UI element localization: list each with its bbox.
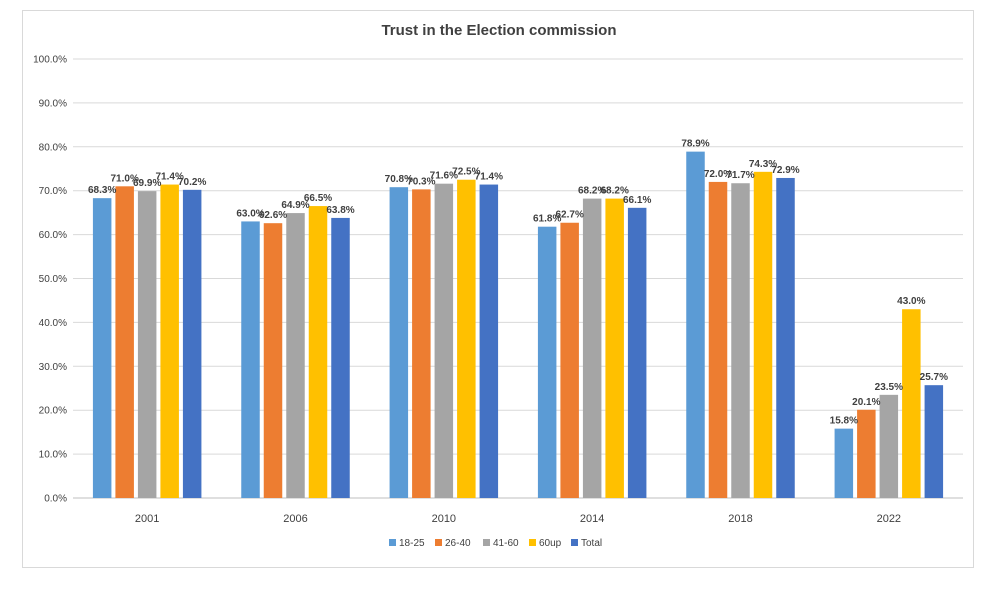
bar-2010-26-40 — [412, 189, 431, 498]
gridlines — [73, 58, 963, 499]
chart-svg: Trust in the Election commission 0.0% 10.… — [33, 22, 963, 549]
data-label: 62.7% — [555, 210, 583, 221]
data-label: 71.6% — [430, 171, 458, 182]
chart-title: Trust in the Election commission — [381, 22, 616, 39]
data-label: 66.5% — [304, 193, 332, 204]
y-tick-label: 10.0% — [39, 450, 67, 461]
bar-2001-18-25 — [92, 198, 112, 498]
x-tick-label: 2001 — [135, 513, 159, 525]
bar-2006-60up — [308, 206, 328, 498]
bar-2014-Total — [627, 207, 647, 499]
data-label: 70.8% — [385, 174, 413, 185]
data-label: 71.7% — [726, 170, 754, 181]
data-label: 71.4% — [155, 172, 183, 183]
data-label: 61.8% — [533, 214, 561, 225]
bar-2006-Total — [331, 217, 350, 498]
bar-2022-Total — [924, 385, 944, 498]
x-axis: 2001 2006 2010 2014 2018 2022 — [135, 513, 901, 525]
data-label: 66.1% — [623, 195, 651, 206]
bar-2001-26-40 — [115, 186, 134, 498]
data-label: 23.5% — [875, 382, 903, 393]
chart-frame: Trust in the Election commission 0.0% 10.… — [22, 10, 974, 568]
bar-2010-18-25 — [389, 187, 409, 499]
data-label: 72.0% — [704, 169, 732, 180]
data-label: 70.3% — [407, 176, 435, 187]
data-label: 20.1% — [852, 397, 880, 408]
bar-2006-26-40 — [263, 223, 283, 498]
bar-2022-18-25 — [834, 428, 854, 498]
y-tick-label: 30.0% — [39, 362, 67, 373]
legend-label-60up: 60up — [539, 538, 562, 549]
data-label: 68.3% — [88, 185, 116, 196]
data-labels: 68.3%71.0%69.9%71.4%70.2%63.0%62.6%64.9%… — [88, 139, 948, 427]
data-label: 68.2% — [578, 186, 606, 197]
legend-label-41-60: 41-60 — [493, 538, 519, 549]
bar-2006-41-60 — [286, 213, 305, 499]
data-label: 71.0% — [110, 173, 138, 184]
data-label: 15.8% — [830, 416, 858, 427]
data-label: 64.9% — [281, 200, 309, 211]
bar-2014-60up — [605, 198, 624, 499]
bar-2018-Total — [776, 177, 795, 498]
legend-swatch-26-40 — [435, 539, 442, 546]
x-tick-label: 2022 — [877, 513, 901, 525]
x-tick-label: 2010 — [432, 513, 456, 525]
legend-swatch-Total — [571, 539, 578, 546]
data-label: 63.0% — [236, 208, 264, 219]
bar-2022-41-60 — [879, 394, 899, 498]
data-label: 68.2% — [600, 186, 628, 197]
bars — [92, 151, 944, 499]
bar-2018-26-40 — [708, 181, 728, 499]
legend-swatch-18-25 — [389, 539, 396, 546]
legend-swatch-60up — [529, 539, 536, 546]
data-label: 63.8% — [326, 205, 354, 216]
x-tick-label: 2018 — [728, 513, 752, 525]
data-label: 72.5% — [452, 167, 480, 178]
x-tick-label: 2006 — [283, 513, 307, 525]
data-label: 43.0% — [897, 296, 925, 307]
data-label: 72.9% — [771, 165, 799, 176]
y-tick-label: 100.0% — [33, 55, 67, 66]
bar-2018-60up — [753, 171, 773, 498]
data-label: 78.9% — [681, 139, 709, 150]
bar-2010-41-60 — [434, 183, 454, 498]
y-tick-label: 70.0% — [39, 186, 67, 197]
y-tick-label: 20.0% — [39, 406, 67, 417]
x-tick-label: 2014 — [580, 513, 604, 525]
bar-2010-Total — [479, 184, 499, 498]
y-axis: 0.0% 10.0% 20.0% 30.0% 40.0% 50.0% 60.0% 70.0% 8… — [33, 55, 67, 505]
y-tick-label: 0.0% — [44, 494, 67, 505]
bar-2022-26-40 — [857, 409, 876, 498]
bar-2001-Total — [182, 189, 202, 498]
data-label: 71.4% — [475, 172, 503, 183]
data-label: 74.3% — [749, 159, 777, 170]
bar-2001-60up — [160, 184, 179, 498]
data-label: 25.7% — [920, 372, 948, 383]
y-tick-label: 40.0% — [39, 318, 67, 329]
bar-2001-41-60 — [137, 191, 157, 499]
bar-2018-41-60 — [731, 183, 750, 498]
legend-label-26-40: 26-40 — [445, 538, 471, 549]
data-label: 69.9% — [133, 178, 161, 189]
legend-swatch-41-60 — [483, 539, 490, 546]
bar-2018-18-25 — [686, 151, 705, 498]
y-tick-label: 80.0% — [39, 142, 67, 153]
y-tick-label: 60.0% — [39, 230, 67, 241]
bar-2022-60up — [902, 309, 921, 498]
bar-2014-41-60 — [582, 198, 602, 499]
y-tick-label: 50.0% — [39, 274, 67, 285]
bar-2006-18-25 — [241, 221, 260, 498]
bar-2014-18-25 — [537, 226, 557, 498]
y-tick-label: 90.0% — [39, 98, 67, 109]
legend-label-18-25: 18-25 — [399, 538, 425, 549]
legend-label-Total: Total — [581, 538, 602, 549]
bar-2014-26-40 — [560, 222, 579, 498]
legend: 18-25 26-40 41-60 60up Total — [389, 538, 602, 549]
bar-2010-60up — [457, 179, 476, 498]
data-label: 62.6% — [259, 210, 287, 221]
data-label: 70.2% — [178, 177, 206, 188]
